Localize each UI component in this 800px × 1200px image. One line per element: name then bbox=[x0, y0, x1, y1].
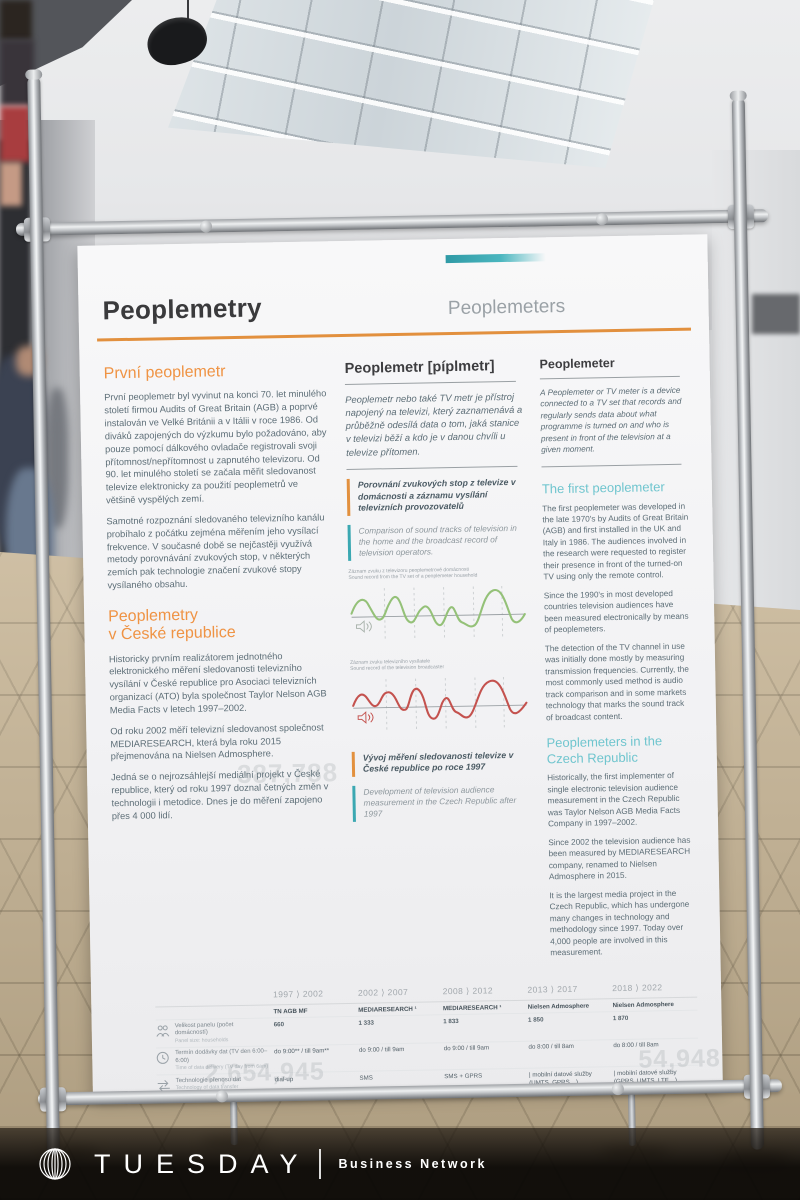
definition-english: A Peoplemeter or TV meter is a device co… bbox=[540, 385, 682, 455]
speaker-icon bbox=[357, 710, 374, 724]
period-header: 2008 ⟩ 2012 bbox=[442, 985, 494, 997]
paragraph: Historically, the first implementer of s… bbox=[547, 771, 681, 829]
bystander-right-skirt bbox=[0, 106, 31, 162]
brand-divider bbox=[318, 1149, 321, 1179]
bystander-coat bbox=[46, 388, 68, 528]
table-cell: 1 850 bbox=[527, 1016, 544, 1024]
period-header: 1997 ⟩ 2002 bbox=[273, 988, 324, 1000]
speaker-icon bbox=[355, 619, 372, 633]
table-cell: do 9:00 / till 9am bbox=[443, 1044, 490, 1053]
bystander-right-legs bbox=[0, 162, 22, 206]
definition-heading: Peoplemetr [píplmetr] bbox=[344, 358, 495, 377]
stand-top-bar bbox=[15, 209, 769, 236]
divider bbox=[541, 463, 682, 468]
paragraph: Since 2002 the television audience has b… bbox=[548, 835, 691, 882]
callout-english: Development of television audience measu… bbox=[352, 782, 531, 822]
stand-pole-right bbox=[731, 97, 765, 1150]
column-middle: Peoplemetr [píplmetr] Peoplemetr nebo ta… bbox=[345, 358, 534, 970]
table-cell: 1 870 bbox=[612, 1014, 629, 1022]
section-heading: Peoplemeters in the Czech Republic bbox=[546, 733, 663, 767]
paragraph: The first peoplemeter was developed in t… bbox=[542, 501, 689, 582]
poster-title-czech: Peoplemetry bbox=[102, 292, 263, 326]
section-heading: Peoplemetry v České republice bbox=[108, 606, 236, 644]
poster-header: Peoplemetry Peoplemeters bbox=[102, 285, 682, 327]
brand-logo bbox=[36, 1145, 74, 1183]
column-czech: První peoplemetr První peoplemetr byl vy… bbox=[104, 361, 339, 974]
right-wall bbox=[712, 150, 800, 630]
company-name: MEDIARESEARCH ¹ bbox=[358, 1005, 417, 1014]
poster-title-english: Peoplemeters bbox=[447, 295, 566, 320]
paragraph: Samotné rozpoznání sledovaného televizní… bbox=[106, 512, 325, 591]
table-cell: do 9:00 / till 9am bbox=[358, 1046, 405, 1054]
table-row: Termín dodávky dat (TV den 6:00–6:00) Tim… bbox=[156, 1037, 699, 1075]
definition-czech: Peoplemetr nebo také TV metr je přístroj… bbox=[345, 390, 523, 458]
period-header: 2002 ⟩ 2007 bbox=[357, 987, 409, 998]
skylight bbox=[168, 0, 654, 168]
bystander-right-hair bbox=[0, 0, 32, 40]
paragraph: Since the 1990's in most developed count… bbox=[543, 588, 689, 635]
divider bbox=[346, 465, 518, 470]
company-name: Nielsen Admosphere bbox=[612, 1000, 674, 1009]
watermark-number: 54,948 bbox=[638, 1044, 722, 1074]
section-heading: První peoplemetr bbox=[103, 363, 226, 383]
clock-icon bbox=[156, 1051, 170, 1069]
company-name: TN AGB MF bbox=[273, 1007, 308, 1016]
paragraph: První peoplemetr byl vyvinut na konci 70… bbox=[104, 388, 327, 506]
teal-accent-strip bbox=[445, 253, 546, 264]
row-label-czech: Velikost panelu (počet domácností) bbox=[174, 1021, 234, 1037]
period-header: 2013 ⟩ 2017 bbox=[527, 983, 578, 995]
period-header: 2018 ⟩ 2022 bbox=[612, 982, 663, 994]
divider bbox=[344, 380, 516, 385]
right-window bbox=[752, 294, 800, 334]
paragraph: The detection of the TV channel in use w… bbox=[544, 641, 689, 723]
callout-czech: Vývoj měření sledovanosti televize v Čes… bbox=[351, 748, 531, 777]
lamp-cord bbox=[187, 0, 189, 22]
watermark-number: 387,788 bbox=[236, 757, 339, 790]
brand-name: TUESDAY bbox=[94, 1148, 311, 1179]
paragraph: It is the largest media project in the C… bbox=[549, 888, 690, 958]
section-heading: The first peoplemeter bbox=[541, 479, 665, 497]
waveform-figure-broadcaster: Záznam zvuku televizního vysílatele Soun… bbox=[350, 656, 529, 742]
red-waveform-chart bbox=[352, 676, 528, 730]
table-row: Velikost panelu (počet domácností) Panel … bbox=[155, 1009, 698, 1048]
panel-icon bbox=[156, 1024, 170, 1042]
brand-tagline: Business Network bbox=[338, 1157, 487, 1171]
company-name: Nielsen Admosphere bbox=[527, 1002, 590, 1011]
table-cell: 1 333 bbox=[358, 1019, 374, 1027]
table-cell: 660 bbox=[273, 1020, 285, 1029]
waveform-figure-household: Záznam zvuku z televizoru peoplemetrové … bbox=[348, 565, 527, 651]
pole-cap bbox=[729, 90, 747, 101]
table-cell: 1 833 bbox=[443, 1017, 459, 1025]
pole-cap bbox=[25, 69, 43, 80]
paragraph: Historicky prvním realizátorem jednotnéh… bbox=[108, 650, 327, 716]
watermark-number: 2,654,945 bbox=[204, 1057, 326, 1088]
table-cell: do 8:00 / till 8am bbox=[528, 1043, 574, 1051]
callout-czech: Porovnání zvukových stop z televize v do… bbox=[346, 475, 526, 516]
brand-bar: TUESDAY Business Network bbox=[0, 1128, 800, 1200]
green-waveform-chart bbox=[350, 585, 526, 639]
definition-heading: Peoplemeter bbox=[539, 356, 615, 372]
divider bbox=[539, 375, 681, 380]
poster-columns: První peoplemetr První peoplemetr byl vy… bbox=[104, 355, 697, 974]
callout-english: Comparison of sound tracks of television… bbox=[347, 521, 527, 561]
globe-icon bbox=[39, 1148, 71, 1180]
company-name: MEDIARESEARCH ¹ bbox=[442, 1003, 502, 1012]
column-english: Peoplemeter A Peoplemeter or TV meter is… bbox=[539, 355, 696, 966]
row-label-english: Panel size: households bbox=[174, 1036, 229, 1044]
peoplemetry-poster: Peoplemetry Peoplemeters První peoplemet… bbox=[77, 234, 723, 1098]
orange-divider bbox=[97, 327, 692, 342]
